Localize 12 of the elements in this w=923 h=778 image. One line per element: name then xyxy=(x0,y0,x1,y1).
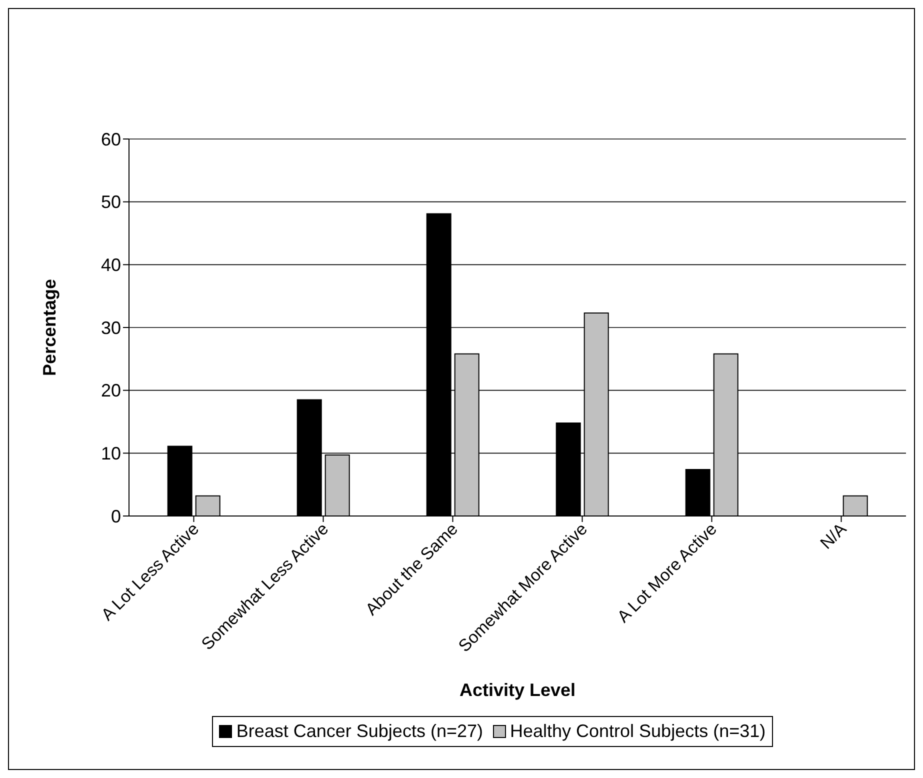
y-tick-label: 0 xyxy=(110,506,121,526)
y-tick-label: 40 xyxy=(100,255,121,276)
y-tick-label: 50 xyxy=(100,192,121,212)
x-axis-title: Activity Level xyxy=(459,680,576,700)
y-axis-title: Percentage xyxy=(39,278,60,376)
y-tick-label: 10 xyxy=(100,444,121,464)
y-tick-label: 20 xyxy=(100,380,121,401)
x-tick-label: N/A xyxy=(816,518,851,553)
y-tick-label: 60 xyxy=(100,129,121,150)
y-tick-label: 30 xyxy=(100,318,121,338)
legend-label: Breast Cancer Subjects (n=27) xyxy=(235,721,483,742)
legend-label: Healthy Control Subjects (n=31) xyxy=(508,721,766,742)
